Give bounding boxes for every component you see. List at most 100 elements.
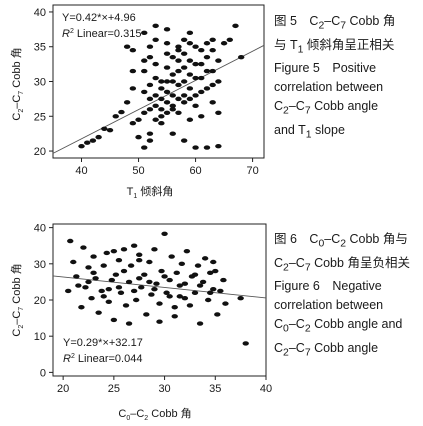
fig6-data-point xyxy=(112,272,120,277)
fig5-data-point xyxy=(209,37,216,42)
fig5-data-point xyxy=(175,96,182,102)
fig6-data-point xyxy=(130,243,138,248)
fig6-data-point xyxy=(141,272,148,277)
fig5-data-point xyxy=(192,44,199,49)
fig6-data-point xyxy=(146,279,153,285)
fig6-data-point xyxy=(143,312,150,317)
fig6-data-point xyxy=(132,297,140,303)
fig6-data-point xyxy=(151,286,158,292)
fig5-y-tick-label: 40 xyxy=(34,7,46,19)
fig6-data-point xyxy=(117,290,125,295)
fig6-caption-line1: 图 6 C0–C2 Cobb 角与 xyxy=(274,232,408,250)
fig5-data-point xyxy=(106,127,114,133)
fig5-data-point xyxy=(152,75,159,81)
fig6-data-point xyxy=(178,261,186,267)
fig6-data-point xyxy=(194,263,202,268)
fig6-data-point xyxy=(100,294,107,299)
fig5-data-point xyxy=(186,96,194,102)
fig6-data-point xyxy=(85,265,92,270)
fig6-data-point xyxy=(108,277,116,283)
fig6-data-point xyxy=(120,247,128,252)
fig5-caption-line6: and T1 slope xyxy=(274,122,345,141)
fig6-data-point xyxy=(158,268,165,274)
fig5-data-point xyxy=(141,110,148,115)
fig6-data-point xyxy=(196,283,204,288)
fig5-caption-line2: 与 T1 倾斜角呈正相关 xyxy=(274,37,395,56)
fig6-data-point xyxy=(65,288,72,294)
fig5-data-point xyxy=(198,61,205,67)
fig5-data-point xyxy=(169,103,176,109)
fig5-data-point xyxy=(169,107,176,112)
fig5-data-point xyxy=(203,86,211,91)
fig5-data-point xyxy=(203,145,211,150)
fig6-data-point xyxy=(136,257,143,263)
fig5-data-point xyxy=(186,58,194,63)
fig5-data-point xyxy=(101,126,108,131)
fig5-y-tick-label: 30 xyxy=(34,77,46,89)
fig5-data-point xyxy=(141,58,148,63)
fig5-data-point xyxy=(141,68,148,74)
fig6-data-point xyxy=(173,270,180,276)
fig5-data-point xyxy=(152,103,159,109)
fig5-data-point xyxy=(163,79,171,84)
fig5-data-point xyxy=(146,138,154,143)
fig6-data-point xyxy=(88,295,95,301)
fig6-equation: Y=0.29*×+32.17 xyxy=(63,337,143,349)
fig5-data-points xyxy=(78,23,245,150)
fig5-data-point xyxy=(152,61,159,67)
fig5-data-point xyxy=(180,79,188,84)
fig6-data-point xyxy=(212,268,219,274)
fig5-data-point xyxy=(158,79,165,84)
fig5-x-tick-label: 50 xyxy=(132,165,144,177)
fig5-data-point xyxy=(163,65,171,70)
fig5-data-point xyxy=(163,27,171,32)
fig6-caption: 图 6 C0–C2 Cobb 角与 C2–C7 Cobb 角呈负相关 Figur… xyxy=(274,230,410,362)
fig5-data-point xyxy=(186,41,194,46)
fig5-data-point xyxy=(146,44,154,49)
fig6-data-point xyxy=(115,257,123,263)
fig6-data-point xyxy=(181,281,189,286)
fig5-data-point xyxy=(163,51,171,56)
fig5-data-point xyxy=(129,68,137,74)
fig6-data-point xyxy=(242,341,249,346)
fig6-caption-line3: Figure 6 Negative xyxy=(274,279,382,293)
fig6-data-point xyxy=(210,259,217,265)
fig6-data-point xyxy=(70,259,77,265)
fig5-data-point xyxy=(163,100,171,105)
fig5-data-point xyxy=(163,110,171,115)
fig6-y-tick-label: 0 xyxy=(40,367,46,379)
fig5-data-point xyxy=(175,48,182,53)
fig5-x-axis-label: T1 倾斜角 xyxy=(127,185,174,200)
fig6-data-point xyxy=(122,303,130,308)
fig5-r2-label: R2 Linear=0.315 xyxy=(62,28,141,40)
fig6-data-point xyxy=(186,303,194,308)
fig5-axis-ticks: 40 50 60 70 20 25 30 35 40 xyxy=(34,7,259,177)
fig6-data-point xyxy=(73,274,80,279)
fig5-data-point xyxy=(192,61,199,67)
fig6-data-point xyxy=(156,301,163,306)
fig5-data-point xyxy=(192,93,199,98)
fig5-data-point xyxy=(169,72,176,77)
fig6-data-point xyxy=(171,305,178,310)
fig5-data-point xyxy=(232,23,239,29)
fig5-data-point xyxy=(158,86,165,91)
fig5-data-point xyxy=(158,121,165,126)
fig5-data-point xyxy=(169,93,176,98)
fig5-data-point xyxy=(169,131,176,136)
fig6-data-point xyxy=(136,252,143,257)
fig6-data-point xyxy=(207,270,214,276)
fig6-x-tick-label: 25 xyxy=(108,383,120,395)
fig5-data-point xyxy=(112,114,119,119)
fig5-data-point xyxy=(180,37,188,42)
fig5-data-point xyxy=(175,58,182,63)
fig5-data-point xyxy=(192,75,199,81)
fig6-data-point xyxy=(105,299,112,305)
fig5-data-point xyxy=(180,138,188,143)
fig5-data-point xyxy=(215,143,222,149)
fig6-data-point xyxy=(191,290,199,295)
fig6-data-point xyxy=(161,274,168,279)
figure5-scatter-plot: 40 50 60 70 20 25 30 35 40 Y=0.42*×+4.96 R2 Line… xyxy=(10,4,265,200)
fig5-data-point xyxy=(135,134,142,140)
fig6-data-point xyxy=(92,276,99,281)
